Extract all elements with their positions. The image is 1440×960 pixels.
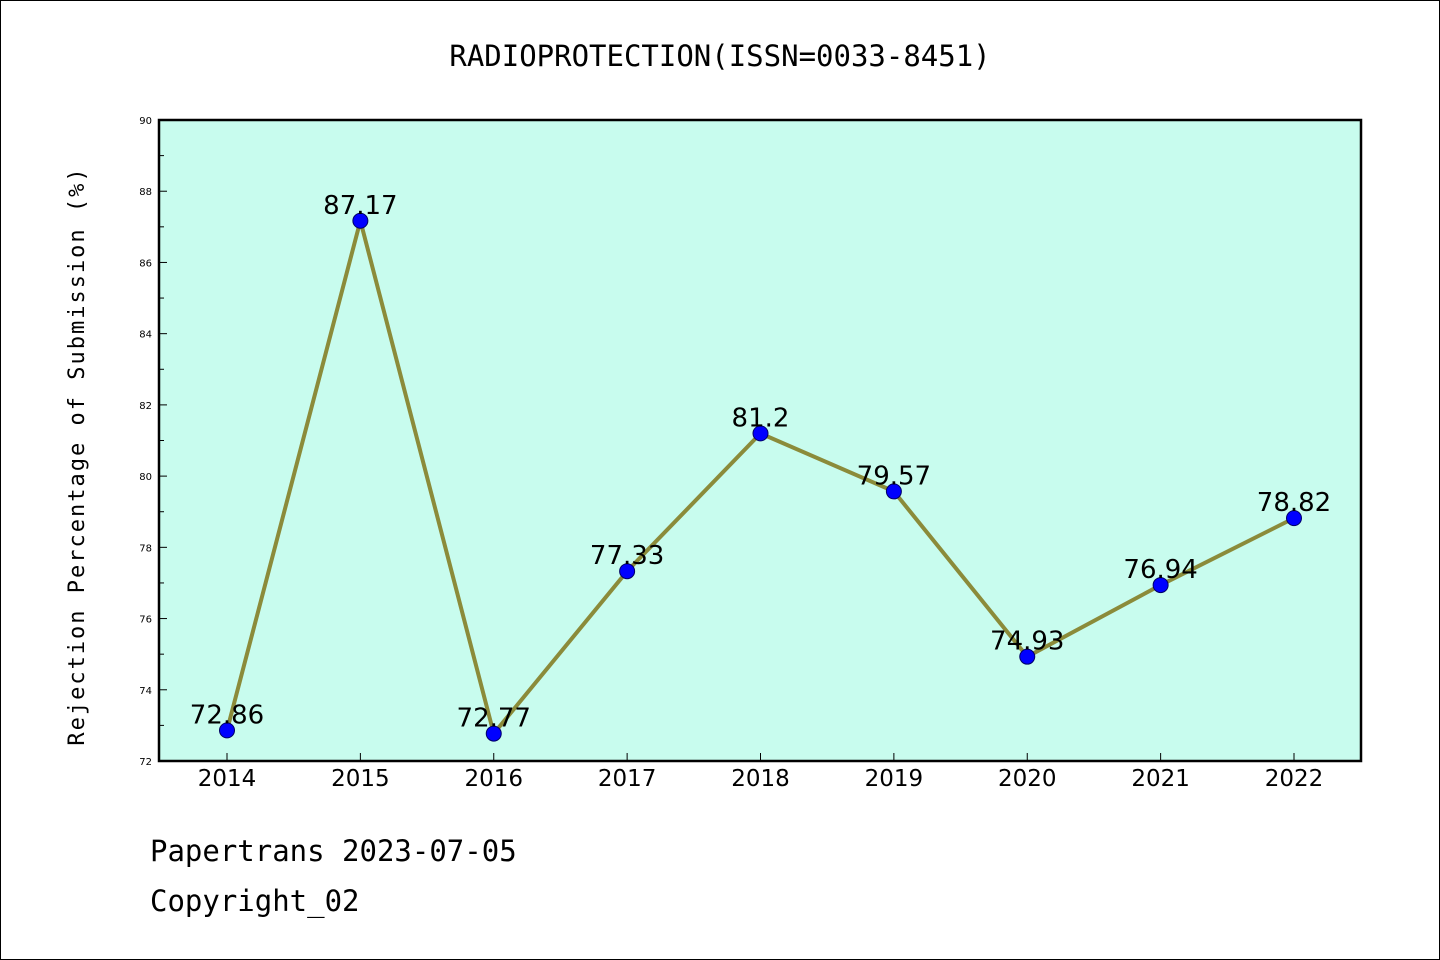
y-tick-label: 74 <box>139 686 152 697</box>
x-tick-label: 2020 <box>998 766 1057 792</box>
x-tick-label: 2015 <box>331 766 390 792</box>
x-axis: 2014 2015 2016 2017 2018 2019 2020 2021 2022 <box>198 753 1324 792</box>
x-tick-label: 2014 <box>198 766 257 792</box>
data-point <box>752 425 769 442</box>
data-point <box>1019 648 1036 665</box>
x-tick-label: 2017 <box>598 766 657 792</box>
x-tick-label: 2018 <box>731 766 790 792</box>
y-tick-label: 88 <box>139 187 152 198</box>
footer-copyright: Copyright_02 <box>150 884 360 918</box>
data-point <box>485 725 502 742</box>
data-label: 72.77 <box>457 704 531 734</box>
data-label: 79.57 <box>857 461 931 491</box>
chart-title: RADIOPROTECTION(ISSN=0033-8451) <box>449 39 990 73</box>
data-point <box>352 212 369 229</box>
y-tick-label: 82 <box>139 401 152 412</box>
y-tick-label: 72 <box>139 757 152 768</box>
x-tick-label: 2022 <box>1265 766 1324 792</box>
y-tick-label: 76 <box>139 615 152 626</box>
data-label: 72.86 <box>190 700 264 730</box>
data-label: 74.93 <box>990 627 1064 657</box>
data-point <box>1286 510 1302 527</box>
y-axis-label: Rejection Percentage of Submission (%) <box>65 166 90 745</box>
y-tick-label: 78 <box>139 543 152 554</box>
y-tick-label: 86 <box>139 258 152 269</box>
data-label: 77.33 <box>590 541 664 571</box>
data-point <box>885 483 902 500</box>
data-point <box>619 563 636 580</box>
data-point <box>1152 577 1169 594</box>
plot-border <box>157 118 1363 763</box>
data-labels: 72.86 87.17 72.77 77.33 81.2 79.57 74.93 76.94 7… <box>190 191 1331 734</box>
y-tick-label: 90 <box>139 116 152 127</box>
data-markers <box>219 212 1302 742</box>
data-label: 78.82 <box>1257 488 1331 518</box>
y-tick-label: 80 <box>139 472 152 483</box>
x-tick-label: 2021 <box>1131 766 1190 792</box>
data-label: 76.94 <box>1123 555 1197 585</box>
x-tick-label: 2019 <box>865 766 924 792</box>
x-tick-label: 2016 <box>464 766 523 792</box>
data-label: 81.2 <box>732 403 790 433</box>
footer-date: Papertrans 2023-07-05 <box>150 834 517 868</box>
data-label: 87.17 <box>323 191 397 221</box>
data-point <box>219 722 235 739</box>
y-tick-label: 84 <box>139 330 152 341</box>
